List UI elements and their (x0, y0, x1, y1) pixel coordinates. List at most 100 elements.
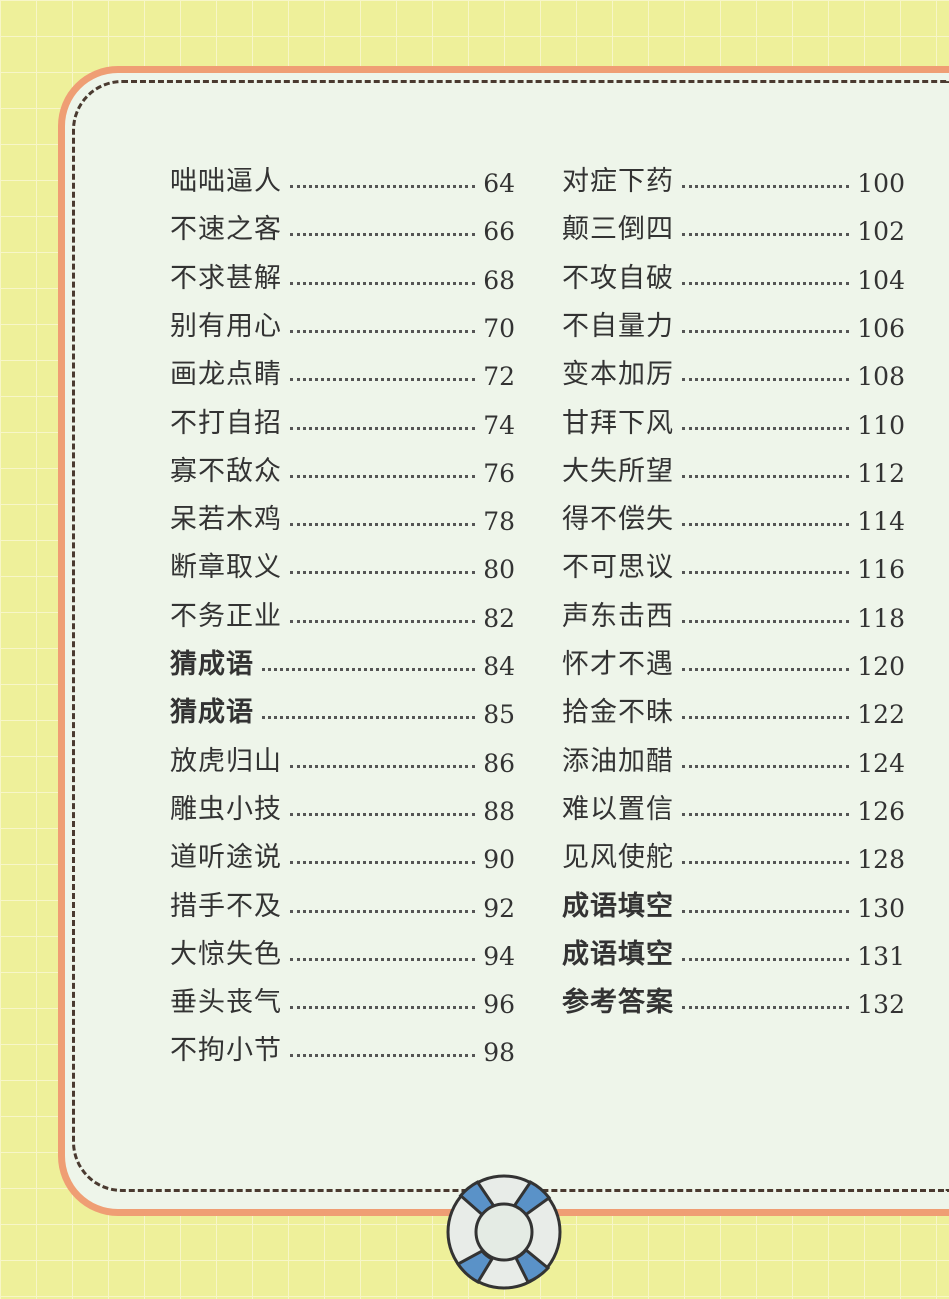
toc-entry[interactable]: 猜成语 85 (170, 689, 515, 729)
entry-page: 114 (857, 507, 905, 537)
toc-entry[interactable]: 不攻自破 104 (562, 255, 905, 295)
toc-entry[interactable]: 添油加醋 124 (562, 738, 905, 778)
entry-page: 76 (483, 458, 515, 488)
entry-title: 雕虫小技 (170, 793, 282, 825)
toc-entry[interactable]: 不打自招 74 (170, 400, 515, 440)
entry-page: 104 (857, 265, 905, 295)
dot-leader (682, 861, 850, 865)
toc-entry[interactable]: 措手不及 92 (170, 883, 515, 923)
toc-entry[interactable]: 不务正业 82 (170, 593, 515, 633)
dot-leader (682, 909, 850, 913)
toc-entry[interactable]: 拾金不昧 122 (562, 689, 905, 729)
dot-leader (290, 378, 476, 382)
toc-entry[interactable]: 不自量力 106 (562, 303, 905, 343)
entry-title: 猜成语 (170, 697, 254, 729)
toc-entry[interactable]: 参考答案 132 (562, 979, 905, 1019)
entry-title: 放虎归山 (170, 745, 282, 777)
entry-page: 94 (483, 941, 515, 971)
life-buoy-icon (446, 1174, 562, 1290)
toc-entry[interactable]: 不可思议 116 (562, 544, 905, 584)
entry-page: 122 (857, 700, 905, 730)
entry-page: 85 (483, 700, 515, 730)
entry-page: 66 (483, 217, 515, 247)
entry-page: 74 (483, 410, 515, 440)
entry-page: 82 (483, 603, 515, 633)
dot-leader (290, 474, 476, 478)
toc-entry[interactable]: 不拘小节 98 (170, 1027, 515, 1067)
entry-page: 132 (857, 990, 905, 1020)
toc-entry[interactable]: 难以置信 126 (562, 786, 905, 826)
entry-page: 80 (483, 555, 515, 585)
entry-page: 92 (483, 893, 515, 923)
entry-title: 寡不敌众 (170, 455, 282, 487)
dot-leader (682, 378, 850, 382)
entry-page: 78 (483, 507, 515, 537)
toc-entry[interactable]: 断章取义 80 (170, 544, 515, 584)
toc-entry[interactable]: 别有用心 70 (170, 303, 515, 343)
toc-entry[interactable]: 呆若木鸡 78 (170, 496, 515, 536)
toc-entry[interactable]: 成语填空 130 (562, 883, 905, 923)
entry-title: 不务正业 (170, 600, 282, 632)
entry-title: 大失所望 (562, 455, 674, 487)
toc-entry[interactable]: 成语填空 131 (562, 931, 905, 971)
toc-entry[interactable]: 寡不敌众 76 (170, 448, 515, 488)
dot-leader (682, 233, 850, 237)
entry-title: 参考答案 (562, 987, 674, 1019)
toc-entry[interactable]: 变本加厉 108 (562, 351, 905, 391)
entry-title: 见风使舵 (562, 842, 674, 874)
toc-entry[interactable]: 得不偿失 114 (562, 496, 905, 536)
entry-title: 猜成语 (170, 649, 254, 680)
toc-entry[interactable]: 垂头丧气 96 (170, 979, 515, 1019)
dot-leader (290, 185, 476, 188)
entry-page: 100 (857, 169, 905, 198)
entry-title: 成语填空 (562, 938, 674, 970)
entry-page: 124 (857, 748, 905, 778)
entry-page: 72 (483, 362, 515, 392)
entry-page: 88 (483, 796, 515, 826)
entry-title: 不可思议 (562, 552, 674, 584)
dot-leader (290, 329, 476, 333)
entry-page: 112 (857, 458, 905, 488)
entry-title: 不攻自破 (562, 262, 674, 294)
entry-title: 变本加厉 (562, 359, 674, 391)
entry-title: 得不偿失 (562, 504, 674, 536)
toc-entry[interactable]: 不求甚解 68 (170, 255, 515, 295)
toc-entry[interactable]: 大失所望 112 (562, 448, 905, 488)
toc-entry[interactable]: 怀才不遇 120 (562, 641, 905, 681)
toc-entry[interactable]: 放虎归山 86 (170, 738, 515, 778)
toc-entry[interactable]: 猜成语 84 (170, 641, 515, 681)
toc-entry[interactable]: 声东击西 118 (562, 593, 905, 633)
entry-title: 措手不及 (170, 890, 282, 922)
toc-entry[interactable]: 画龙点睛 72 (170, 351, 515, 391)
dashed-border (72, 80, 949, 1192)
dot-leader (290, 523, 476, 527)
toc-entry[interactable]: 颠三倒四 102 (562, 206, 905, 246)
toc-entry[interactable]: 不速之客 66 (170, 206, 515, 246)
entry-title: 咄咄逼人 (170, 166, 282, 197)
entry-title: 道听途说 (170, 842, 282, 874)
entry-page: 90 (483, 845, 515, 875)
entry-page: 106 (857, 313, 905, 343)
toc-entry[interactable]: 甘拜下风 110 (562, 400, 905, 440)
dot-leader (682, 426, 850, 430)
dot-leader (290, 909, 476, 913)
entry-title: 声东击西 (562, 600, 674, 632)
dot-leader (290, 861, 476, 865)
toc-entry[interactable]: 见风使舵 128 (562, 834, 905, 874)
toc-entry[interactable]: 道听途说 90 (170, 834, 515, 874)
entry-title: 添油加醋 (562, 745, 674, 777)
toc-entry[interactable]: 咄咄逼人 64 (170, 158, 515, 198)
dot-leader (290, 426, 476, 430)
entry-page: 84 (483, 652, 515, 681)
entry-page: 110 (857, 410, 905, 440)
entry-title: 怀才不遇 (562, 649, 674, 680)
toc-entry[interactable]: 雕虫小技 88 (170, 786, 515, 826)
entry-page: 86 (483, 748, 515, 778)
dot-leader (682, 185, 850, 188)
entry-title: 别有用心 (170, 310, 282, 342)
toc-entry[interactable]: 对症下药 100 (562, 158, 905, 198)
entry-page: 128 (857, 845, 905, 875)
dot-leader (682, 764, 850, 768)
toc-entry[interactable]: 大惊失色 94 (170, 931, 515, 971)
dot-leader (290, 1054, 476, 1058)
